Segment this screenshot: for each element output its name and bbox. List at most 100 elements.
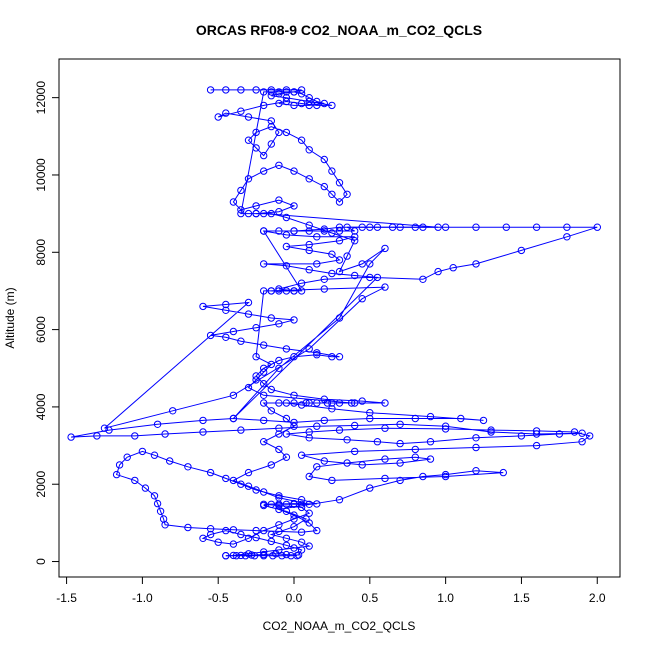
data-point — [222, 109, 230, 117]
data-point — [260, 260, 268, 268]
data-point — [358, 461, 366, 469]
data-point — [275, 527, 283, 536]
data-point — [275, 399, 283, 407]
data-point — [260, 399, 268, 407]
data-point — [131, 432, 139, 440]
data-point — [290, 88, 298, 96]
data-point — [313, 101, 321, 110]
data-point — [252, 526, 260, 535]
data-point — [141, 484, 150, 492]
data-point — [343, 459, 351, 467]
data-point — [351, 237, 359, 245]
data-point — [320, 227, 328, 235]
data-point — [222, 333, 230, 341]
data-point — [563, 233, 571, 241]
data-point — [593, 223, 601, 231]
data-point — [267, 314, 275, 322]
x-tick-label: 0.0 — [286, 591, 303, 605]
data-point — [290, 227, 298, 235]
data-point — [313, 97, 321, 106]
data-point — [290, 316, 298, 324]
data-point — [328, 190, 336, 199]
data-point — [282, 287, 291, 295]
data-point — [199, 428, 207, 436]
data-point — [275, 90, 283, 98]
data-point — [206, 530, 215, 539]
data-point — [532, 441, 541, 450]
data-point — [232, 552, 241, 560]
data-point — [105, 426, 113, 434]
data-point — [237, 337, 245, 345]
data-point — [297, 279, 306, 287]
data-point — [260, 151, 268, 160]
data-point — [297, 528, 306, 536]
data-point — [302, 515, 310, 523]
data-point — [290, 500, 298, 508]
data-point — [222, 474, 230, 483]
x-tick-label: 1.5 — [513, 591, 530, 605]
x-tick-label: -0.5 — [208, 591, 229, 605]
data-point — [161, 521, 169, 529]
data-point — [153, 420, 162, 428]
data-point — [305, 240, 313, 249]
data-point — [206, 525, 215, 533]
data-point — [441, 422, 450, 430]
data-point — [358, 260, 366, 268]
data-point — [267, 122, 275, 131]
data-point — [229, 540, 238, 548]
data-point — [252, 376, 260, 384]
data-point — [351, 227, 359, 235]
data-point — [112, 470, 121, 479]
data-point — [290, 287, 298, 295]
data-point — [426, 455, 435, 463]
data-point — [222, 526, 230, 535]
data-point — [563, 223, 571, 231]
data-point — [358, 295, 366, 303]
data-point — [305, 101, 313, 110]
data-point — [199, 416, 207, 425]
data-point — [206, 86, 215, 94]
data-point — [320, 225, 328, 233]
data-point — [260, 167, 268, 175]
y-tick-label: 8000 — [34, 239, 48, 266]
series-layer — [67, 86, 601, 560]
data-point — [532, 430, 541, 438]
data-point — [275, 161, 283, 170]
data-point — [472, 260, 480, 268]
y-axis: 0 2000 4000 6000 8000 10000 12000 — [34, 81, 60, 565]
y-tick-label: 10000 — [34, 158, 48, 192]
data-point — [131, 476, 139, 485]
data-point — [275, 196, 283, 204]
data-point — [267, 92, 275, 100]
data-point — [441, 472, 450, 481]
y-tick-label: 6000 — [34, 316, 48, 343]
data-point — [328, 269, 336, 278]
data-point — [297, 401, 306, 409]
data-point — [275, 492, 283, 500]
data-point — [419, 472, 427, 481]
data-point — [502, 223, 510, 231]
data-point — [290, 544, 298, 552]
x-tick-label: -1.5 — [56, 591, 77, 605]
data-point — [260, 391, 268, 399]
data-point — [328, 405, 336, 413]
data-point — [297, 451, 306, 459]
data-point — [297, 287, 306, 295]
data-point — [267, 86, 275, 94]
data-point — [320, 182, 328, 191]
data-point — [320, 457, 328, 465]
data-point — [305, 542, 313, 550]
data-point — [343, 252, 351, 260]
data-point — [282, 534, 291, 542]
data-point — [313, 422, 321, 430]
data-point — [184, 463, 192, 471]
data-point — [358, 397, 366, 405]
data-point — [472, 223, 480, 231]
data-point — [335, 353, 344, 361]
data-point — [282, 242, 291, 251]
data-point — [275, 99, 283, 108]
data-point — [214, 113, 222, 121]
data-point — [351, 271, 359, 280]
data-point — [275, 364, 283, 372]
